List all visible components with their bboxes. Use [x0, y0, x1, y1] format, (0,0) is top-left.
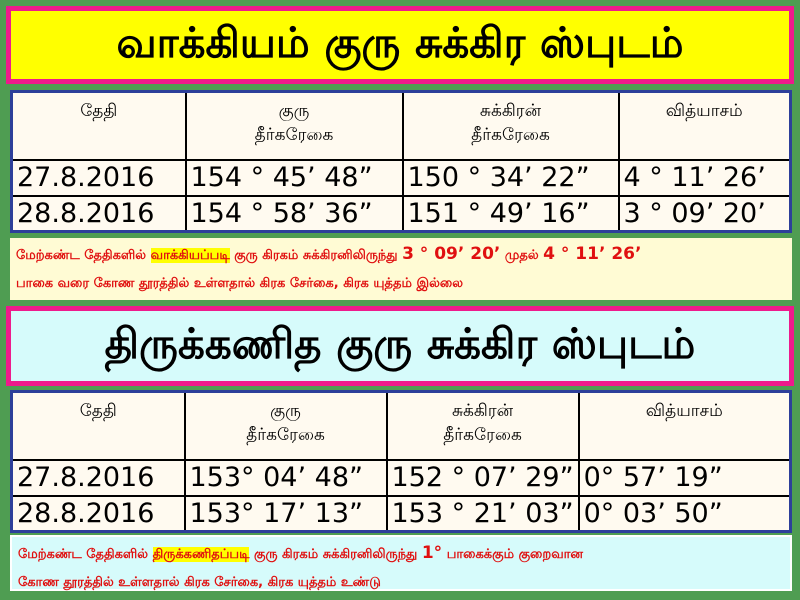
header-date: தேதி: [10, 390, 186, 461]
header-guru: குரு தீர்கரேகை: [183, 390, 388, 461]
table-header-row: தேதி குரு தீர்கரேகை சுக்கிரன் தீர்கரேகை வி…: [10, 390, 792, 461]
table-row: 28.8.2016 154 ° 58’ 36” 151 ° 49’ 16” 3 …: [10, 194, 792, 233]
date-cell: 28.8.2016: [10, 494, 186, 533]
note-text: குரு கிரகம் சுக்கிரனிலிருந்து: [229, 248, 403, 263]
table-row: 27.8.2016 153° 04’ 48” 152 ° 07’ 29” 0° …: [10, 458, 792, 497]
guru-cell: 153° 04’ 48”: [183, 458, 388, 497]
header-date: தேதி: [10, 90, 187, 161]
thirukkanitha-title: திருக்கணித குரு சுக்கிர ஸ்புடம்: [6, 306, 794, 386]
note-value: 3 ° 09’ 20’: [402, 244, 501, 264]
table-row: 28.8.2016 153° 17’ 13” 153 ° 21’ 03” 0° …: [10, 494, 792, 533]
header-difference: வித்யாசம்: [617, 90, 792, 161]
difference-cell: 0° 03’ 50”: [577, 494, 792, 533]
note-highlight: வாக்கியப்படி: [150, 248, 230, 263]
table-row: 27.8.2016 154 ° 45’ 48” 150 ° 34’ 22” 4 …: [10, 158, 792, 197]
note-highlight: திருக்கணிதப்படி: [152, 547, 250, 562]
venus-cell: 151 ° 49’ 16”: [401, 194, 620, 233]
difference-cell: 3 ° 09’ 20’: [617, 194, 792, 233]
note-text: மேற்கண்ட தேதிகளில்: [16, 248, 151, 263]
note-text: மேற்கண்ட தேதிகளில்: [18, 547, 153, 562]
note-value: 4 ° 11’ 26’: [543, 244, 642, 264]
venus-cell: 153 ° 21’ 03”: [385, 494, 580, 533]
header-guru: குரு தீர்கரேகை: [184, 90, 404, 161]
note-text: குரு கிரகம் சுக்கிரனிலிருந்து: [249, 547, 422, 562]
venus-cell: 150 ° 34’ 22”: [401, 158, 620, 197]
date-cell: 27.8.2016: [10, 458, 186, 497]
note-text: பாகை வரை கோண தூரத்தில் உள்ளதால் கிரக சேர…: [16, 276, 463, 291]
guru-cell: 154 ° 45’ 48”: [184, 158, 404, 197]
vakya-title: வாக்கியம் குரு சுக்கிர ஸ்புடம்: [6, 6, 794, 84]
header-difference: வித்யாசம்: [577, 390, 792, 461]
header-venus: சுக்கிரன் தீர்கரேகை: [385, 390, 580, 461]
guru-cell: 153° 17’ 13”: [183, 494, 388, 533]
guru-cell: 154 ° 58’ 36”: [184, 194, 404, 233]
vakya-note: மேற்கண்ட தேதிகளில் வாக்கியப்படி குரு கிர…: [10, 238, 792, 300]
note-text: பாகைக்கும் குறைவான: [442, 547, 584, 562]
difference-cell: 0° 57’ 19”: [577, 458, 792, 497]
note-text: கோண தூரத்தில் உள்ளதால் கிரக சேர்கை, கிரக…: [18, 575, 381, 590]
thirukkanitha-table: தேதி குரு தீர்கரேகை சுக்கிரன் தீர்கரேகை வி…: [10, 390, 792, 533]
date-cell: 27.8.2016: [10, 158, 187, 197]
difference-cell: 4 ° 11’ 26’: [617, 158, 792, 197]
vakya-table: தேதி குரு தீர்கரேகை சுக்கிரன் தீர்கரேகை வி…: [10, 90, 792, 233]
header-venus: சுக்கிரன் தீர்கரேகை: [401, 90, 620, 161]
thirukkanitha-note: மேற்கண்ட தேதிகளில் திருக்கணிதப்படி குரு …: [10, 535, 792, 591]
note-value: 1°: [421, 543, 443, 563]
venus-cell: 152 ° 07’ 29”: [385, 458, 580, 497]
table-header-row: தேதி குரு தீர்கரேகை சுக்கிரன் தீர்கரேகை வி…: [10, 90, 792, 161]
date-cell: 28.8.2016: [10, 194, 187, 233]
note-text: முதல்: [500, 248, 544, 263]
